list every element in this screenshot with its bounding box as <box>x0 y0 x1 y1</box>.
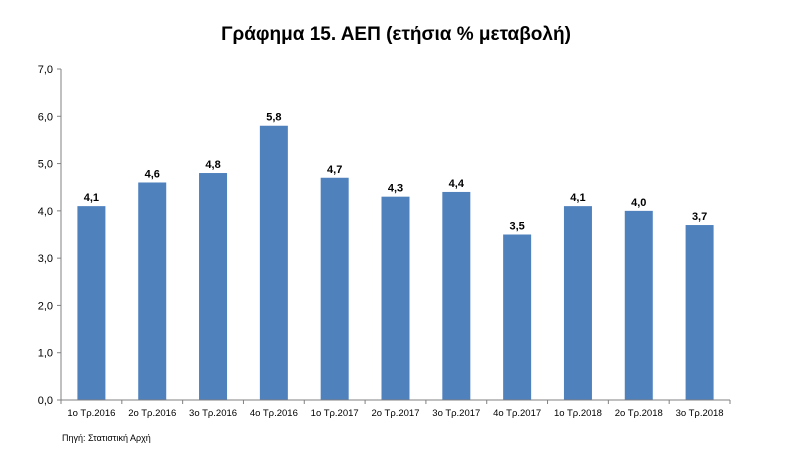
y-tick-label: 3,0 <box>38 253 53 265</box>
bar <box>442 191 471 400</box>
bar <box>138 182 167 400</box>
y-tick-label: 6,0 <box>38 111 53 123</box>
data-label: 3,5 <box>509 221 524 233</box>
data-label: 4,4 <box>449 178 465 190</box>
data-label: 4,3 <box>388 183 403 195</box>
x-tick-label: 4ο Τρ.2016 <box>250 408 298 419</box>
data-label: 3,7 <box>692 211 707 223</box>
source-note: Πηγή: Στατιστική Αρχή <box>62 433 151 443</box>
x-tick-label: 3ο Τρ.2017 <box>432 408 480 419</box>
bar <box>77 206 106 400</box>
y-tick-label: 2,0 <box>38 300 53 312</box>
y-tick-label: 1,0 <box>38 348 53 360</box>
x-tick-label: 1ο Τρ.2016 <box>67 408 115 419</box>
bar <box>259 125 288 400</box>
chart-title: Γράφημα 15. ΑΕΠ (ετήσια % μεταβολή) <box>221 24 571 45</box>
data-label: 4,1 <box>84 192 99 204</box>
y-tick-label: 0,0 <box>38 395 53 407</box>
bar <box>199 173 228 400</box>
bar <box>624 210 653 400</box>
data-label: 4,1 <box>570 192 585 204</box>
x-tick-label: 3ο Τρ.2018 <box>676 408 724 419</box>
value-labels: 4,1 4,6 4,8 5,8 4,7 4,3 4,4 3,5 4,1 4,0 3,7 <box>84 112 707 233</box>
x-tick-label: 2ο Τρ.2017 <box>371 408 419 419</box>
x-axis: 1ο Τρ.2016 2ο Τρ.2016 3ο Τρ.2016 4ο Τρ.2016… <box>60 399 731 419</box>
bar <box>685 225 714 400</box>
y-tick-label: 5,0 <box>38 159 53 171</box>
data-label: 4,7 <box>327 164 342 176</box>
y-axis: 0,0 1,0 2,0 3,0 4,0 5,0 6,0 7,0 <box>38 64 62 407</box>
data-label: 4,0 <box>631 197 646 209</box>
x-tick-label: 3ο Τρ.2016 <box>189 408 237 419</box>
bar <box>320 177 349 400</box>
bars <box>77 125 714 400</box>
x-tick-label: 1ο Τρ.2017 <box>311 408 359 419</box>
x-tick-label: 4ο Τρ.2017 <box>493 408 541 419</box>
bar <box>381 196 410 400</box>
data-label: 4,6 <box>145 168 160 180</box>
data-label: 5,8 <box>266 112 281 124</box>
x-tick-label: 1ο Τρ.2018 <box>554 408 602 419</box>
y-tick-label: 4,0 <box>38 206 53 218</box>
data-label: 4,8 <box>205 159 220 171</box>
bar <box>563 206 592 400</box>
bar <box>503 234 532 400</box>
y-tick-label: 7,0 <box>38 64 53 76</box>
x-tick-label: 2ο Τρ.2018 <box>615 408 663 419</box>
x-tick-label: 2ο Τρ.2016 <box>128 408 176 419</box>
